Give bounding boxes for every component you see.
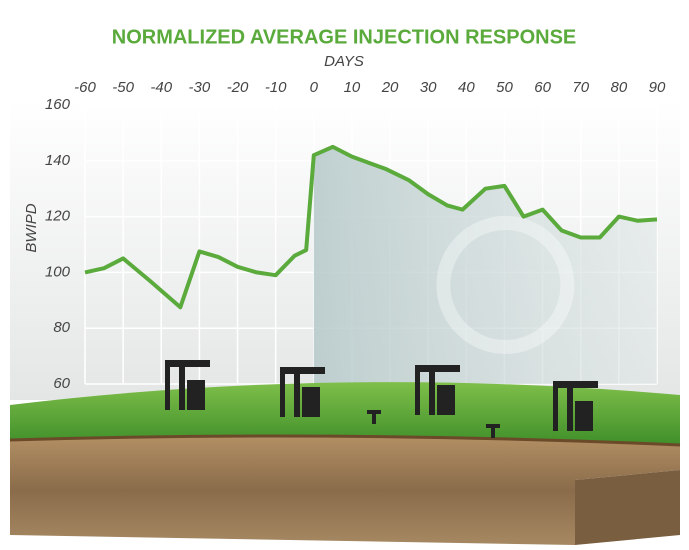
y-tick-label: 140	[45, 152, 71, 169]
x-tick-label: 70	[572, 79, 589, 96]
chart-title: NORMALIZED AVERAGE INJECTION RESPONSE	[112, 26, 577, 48]
y-tick-label: 100	[45, 263, 71, 280]
x-tick-label: 20	[381, 79, 399, 96]
x-tick-label: 50	[496, 79, 513, 96]
x-tick-label: 90	[649, 79, 666, 96]
chart: NORMALIZED AVERAGE INJECTION RESPONSE DA…	[0, 0, 689, 550]
x-tick-label: 60	[534, 79, 551, 96]
x-tick-label: 10	[344, 79, 361, 96]
x-tick-label: -30	[189, 79, 211, 96]
x-axis-label: DAYS	[324, 53, 364, 70]
y-tick-label: 160	[45, 96, 71, 113]
y-axis-label: BWIPD	[23, 203, 40, 252]
x-tick-label: -60	[74, 79, 96, 96]
x-tick-label: 40	[458, 79, 475, 96]
y-tick-label: 80	[53, 319, 70, 336]
x-tick-label: -40	[150, 79, 172, 96]
x-tick-label: 0	[310, 79, 319, 96]
y-tick-label: 60	[53, 375, 70, 392]
y-tick-label: 120	[45, 208, 71, 225]
x-tick-label: -50	[112, 79, 134, 96]
x-tick-label: 30	[420, 79, 437, 96]
x-tick-label: -20	[227, 79, 249, 96]
x-tick-label: -10	[265, 79, 287, 96]
x-tick-label: 80	[611, 79, 628, 96]
soil-side	[575, 470, 680, 545]
